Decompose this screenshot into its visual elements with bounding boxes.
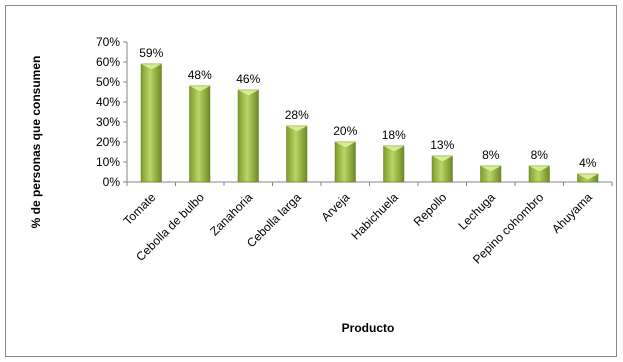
data-label: 59% [139,46,163,60]
x-axis-title: Producto [342,321,395,335]
data-label: 48% [188,68,212,82]
data-label: 46% [236,72,260,86]
bar [237,89,259,183]
bar [140,63,162,183]
bar-cap [188,85,211,93]
data-label: 13% [430,138,454,152]
bar-cap [334,141,357,149]
y-tick-label: 20% [96,135,120,149]
y-tick-label: 0% [103,175,121,189]
bar [286,125,308,183]
x-tick-label: Arveja [318,190,352,224]
y-tick-label: 50% [96,75,120,89]
bar [189,85,211,183]
data-label: 20% [333,124,357,138]
data-labels: 59% 48% 46% 28% 20% 18% 13% 8% 8% 4% [139,46,597,170]
bar-cap [285,125,308,133]
bar-cap [382,145,405,153]
data-label: 28% [285,108,309,122]
x-tick-label: Habichuela [349,190,402,243]
bar-cap [479,165,502,173]
y-tick-label: 40% [96,95,120,109]
x-tick-label: Lechuga [455,190,498,233]
bar-cap [576,173,599,181]
x-tick-label: Zanahoria [207,190,255,238]
data-label: 8% [482,148,500,162]
y-tick-label: 10% [96,155,120,169]
x-tick-label: Ahuyama [549,190,595,236]
data-label: 18% [382,128,406,142]
y-tick-label: 70% [96,35,120,49]
y-tick-label: 60% [96,55,120,69]
chart-frame [5,5,617,357]
y-axis-title: % de personas que consumen [29,56,43,229]
data-label: 4% [579,156,597,170]
bars [140,63,599,183]
data-label: 8% [531,148,549,162]
bar-cap [431,155,454,163]
bar-cap [140,63,163,71]
bar-cap [528,165,551,173]
x-tick-label: Repollo [411,190,450,229]
bar-cap [237,89,260,97]
x-tick-label: Tomate [121,190,159,228]
y-tick-label: 30% [96,115,120,129]
